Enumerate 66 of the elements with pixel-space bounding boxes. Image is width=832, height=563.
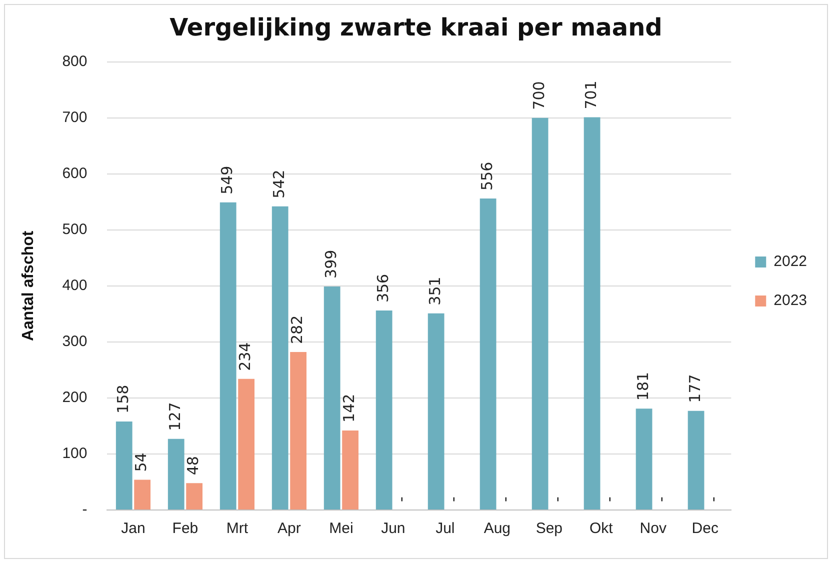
bar: [272, 206, 288, 510]
y-tick-label: 800: [62, 52, 88, 70]
bar: [584, 117, 600, 510]
data-label: 549: [218, 166, 236, 194]
data-label: 701: [582, 80, 600, 110]
bar: [220, 202, 236, 510]
legend-label: 2023: [774, 292, 808, 310]
y-tick-label: 400: [62, 277, 88, 294]
data-label: 142: [340, 394, 358, 422]
bar: [168, 438, 184, 510]
bar: [134, 480, 151, 510]
x-tick-label: Dec: [692, 520, 719, 538]
x-tick-label: Feb: [172, 520, 198, 538]
y-tick-label: 300: [62, 333, 88, 350]
x-tick-label: Nov: [640, 520, 667, 538]
x-tick-label: Jan: [121, 520, 146, 538]
data-label: 54: [132, 452, 150, 472]
bar: [324, 286, 340, 510]
bar: [186, 483, 202, 510]
bar: [480, 198, 496, 510]
y-tick-label: 100: [62, 445, 88, 462]
legend-label: 2022: [774, 253, 808, 270]
data-label: -: [600, 496, 618, 502]
bar: [116, 421, 132, 510]
data-label: 700: [530, 81, 548, 110]
x-tick-label: Mei: [329, 520, 354, 538]
bar: [532, 118, 548, 510]
data-label: 282: [288, 315, 306, 344]
x-tick-label: Sep: [536, 520, 563, 538]
bar: [290, 352, 306, 510]
bar: [342, 430, 358, 510]
chart-title: Vergelijking zwarte kraai per maand: [170, 14, 662, 42]
data-label: -: [496, 496, 514, 502]
y-tick-label: 200: [62, 389, 88, 406]
data-label: 234: [236, 342, 254, 371]
data-label: -: [704, 496, 722, 502]
bar: [636, 408, 652, 510]
bar: [428, 313, 444, 510]
data-label: 177: [686, 374, 704, 403]
y-tick-label: 600: [62, 164, 88, 182]
bar: [238, 378, 254, 510]
data-label: -: [652, 496, 670, 502]
data-label: 556: [478, 162, 496, 190]
y-tick-label: 500: [62, 221, 88, 238]
y-tick-label: -: [82, 501, 88, 518]
bar: [376, 310, 392, 510]
x-tick-label: Jul: [436, 520, 455, 538]
data-label: -: [392, 496, 410, 502]
data-label: 542: [270, 170, 288, 198]
y-tick-label: 700: [62, 108, 88, 126]
x-tick-label: Mrt: [226, 520, 249, 538]
data-label: 181: [634, 372, 652, 401]
data-label: 127: [166, 402, 184, 431]
data-label: -: [444, 496, 462, 502]
x-tick-label: Jun: [381, 520, 406, 538]
data-label: 48: [184, 456, 202, 476]
data-label: 158: [114, 384, 132, 414]
x-tick-label: Aug: [484, 520, 511, 538]
data-label: 356: [374, 274, 392, 303]
y-axis-title: Aantal afschot: [20, 230, 38, 342]
x-tick-label: Apr: [278, 520, 301, 538]
x-tick-label: Okt: [589, 520, 614, 538]
bar: [688, 410, 704, 510]
data-label: 399: [322, 250, 340, 278]
data-label: -: [548, 496, 566, 502]
data-label: 351: [426, 276, 444, 306]
